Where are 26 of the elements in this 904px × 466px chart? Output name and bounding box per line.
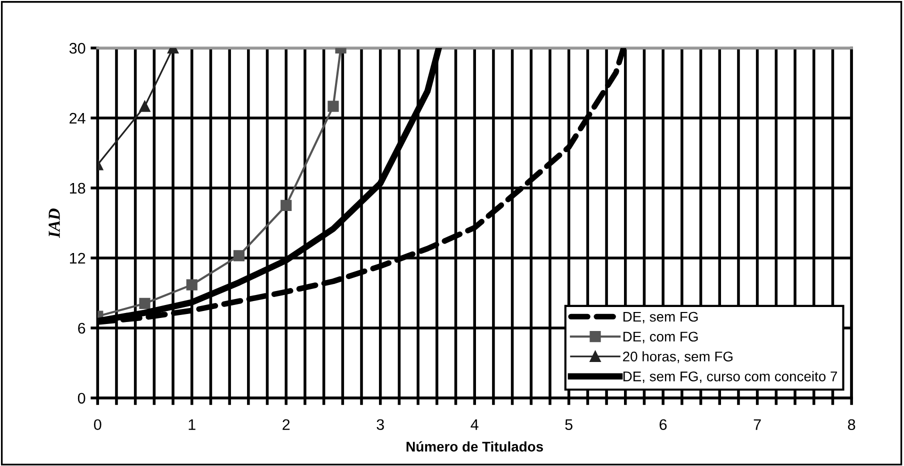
point: [139, 298, 150, 310]
y-tick-label: 6: [78, 322, 86, 334]
x-tick-label: 5: [565, 419, 572, 430]
x-tick-label: 8: [848, 419, 856, 430]
legend-label: DE, sem FG, curso com conceito 7: [623, 371, 837, 383]
point: [233, 250, 245, 262]
y-tick-label: 12: [70, 252, 86, 264]
y-tick-label: 0: [78, 392, 86, 404]
legend-label: DE, sem FG: [623, 312, 698, 324]
y-tick-label: 30: [69, 42, 86, 54]
x-tick-label: 7: [754, 419, 761, 430]
x-tick-label: 2: [282, 419, 290, 430]
point: [280, 200, 292, 212]
x-tick-label: 3: [376, 419, 384, 430]
x-tick-label: 0: [94, 419, 102, 430]
y-tick-label: 18: [70, 182, 86, 194]
x-tick-label: 6: [660, 419, 667, 430]
point: [186, 279, 198, 290]
y-tick-label: 24: [70, 112, 86, 124]
x-tick-label: 1: [188, 419, 196, 430]
x-tick-label: 4: [470, 419, 478, 430]
legend-label: DE, com FG: [623, 332, 698, 344]
x-axis-title: Número de Titulados: [406, 441, 543, 452]
point: [328, 100, 339, 112]
y-axis-title: IAD: [48, 208, 60, 238]
legend-label: 20 horas, sem FG: [623, 351, 732, 364]
